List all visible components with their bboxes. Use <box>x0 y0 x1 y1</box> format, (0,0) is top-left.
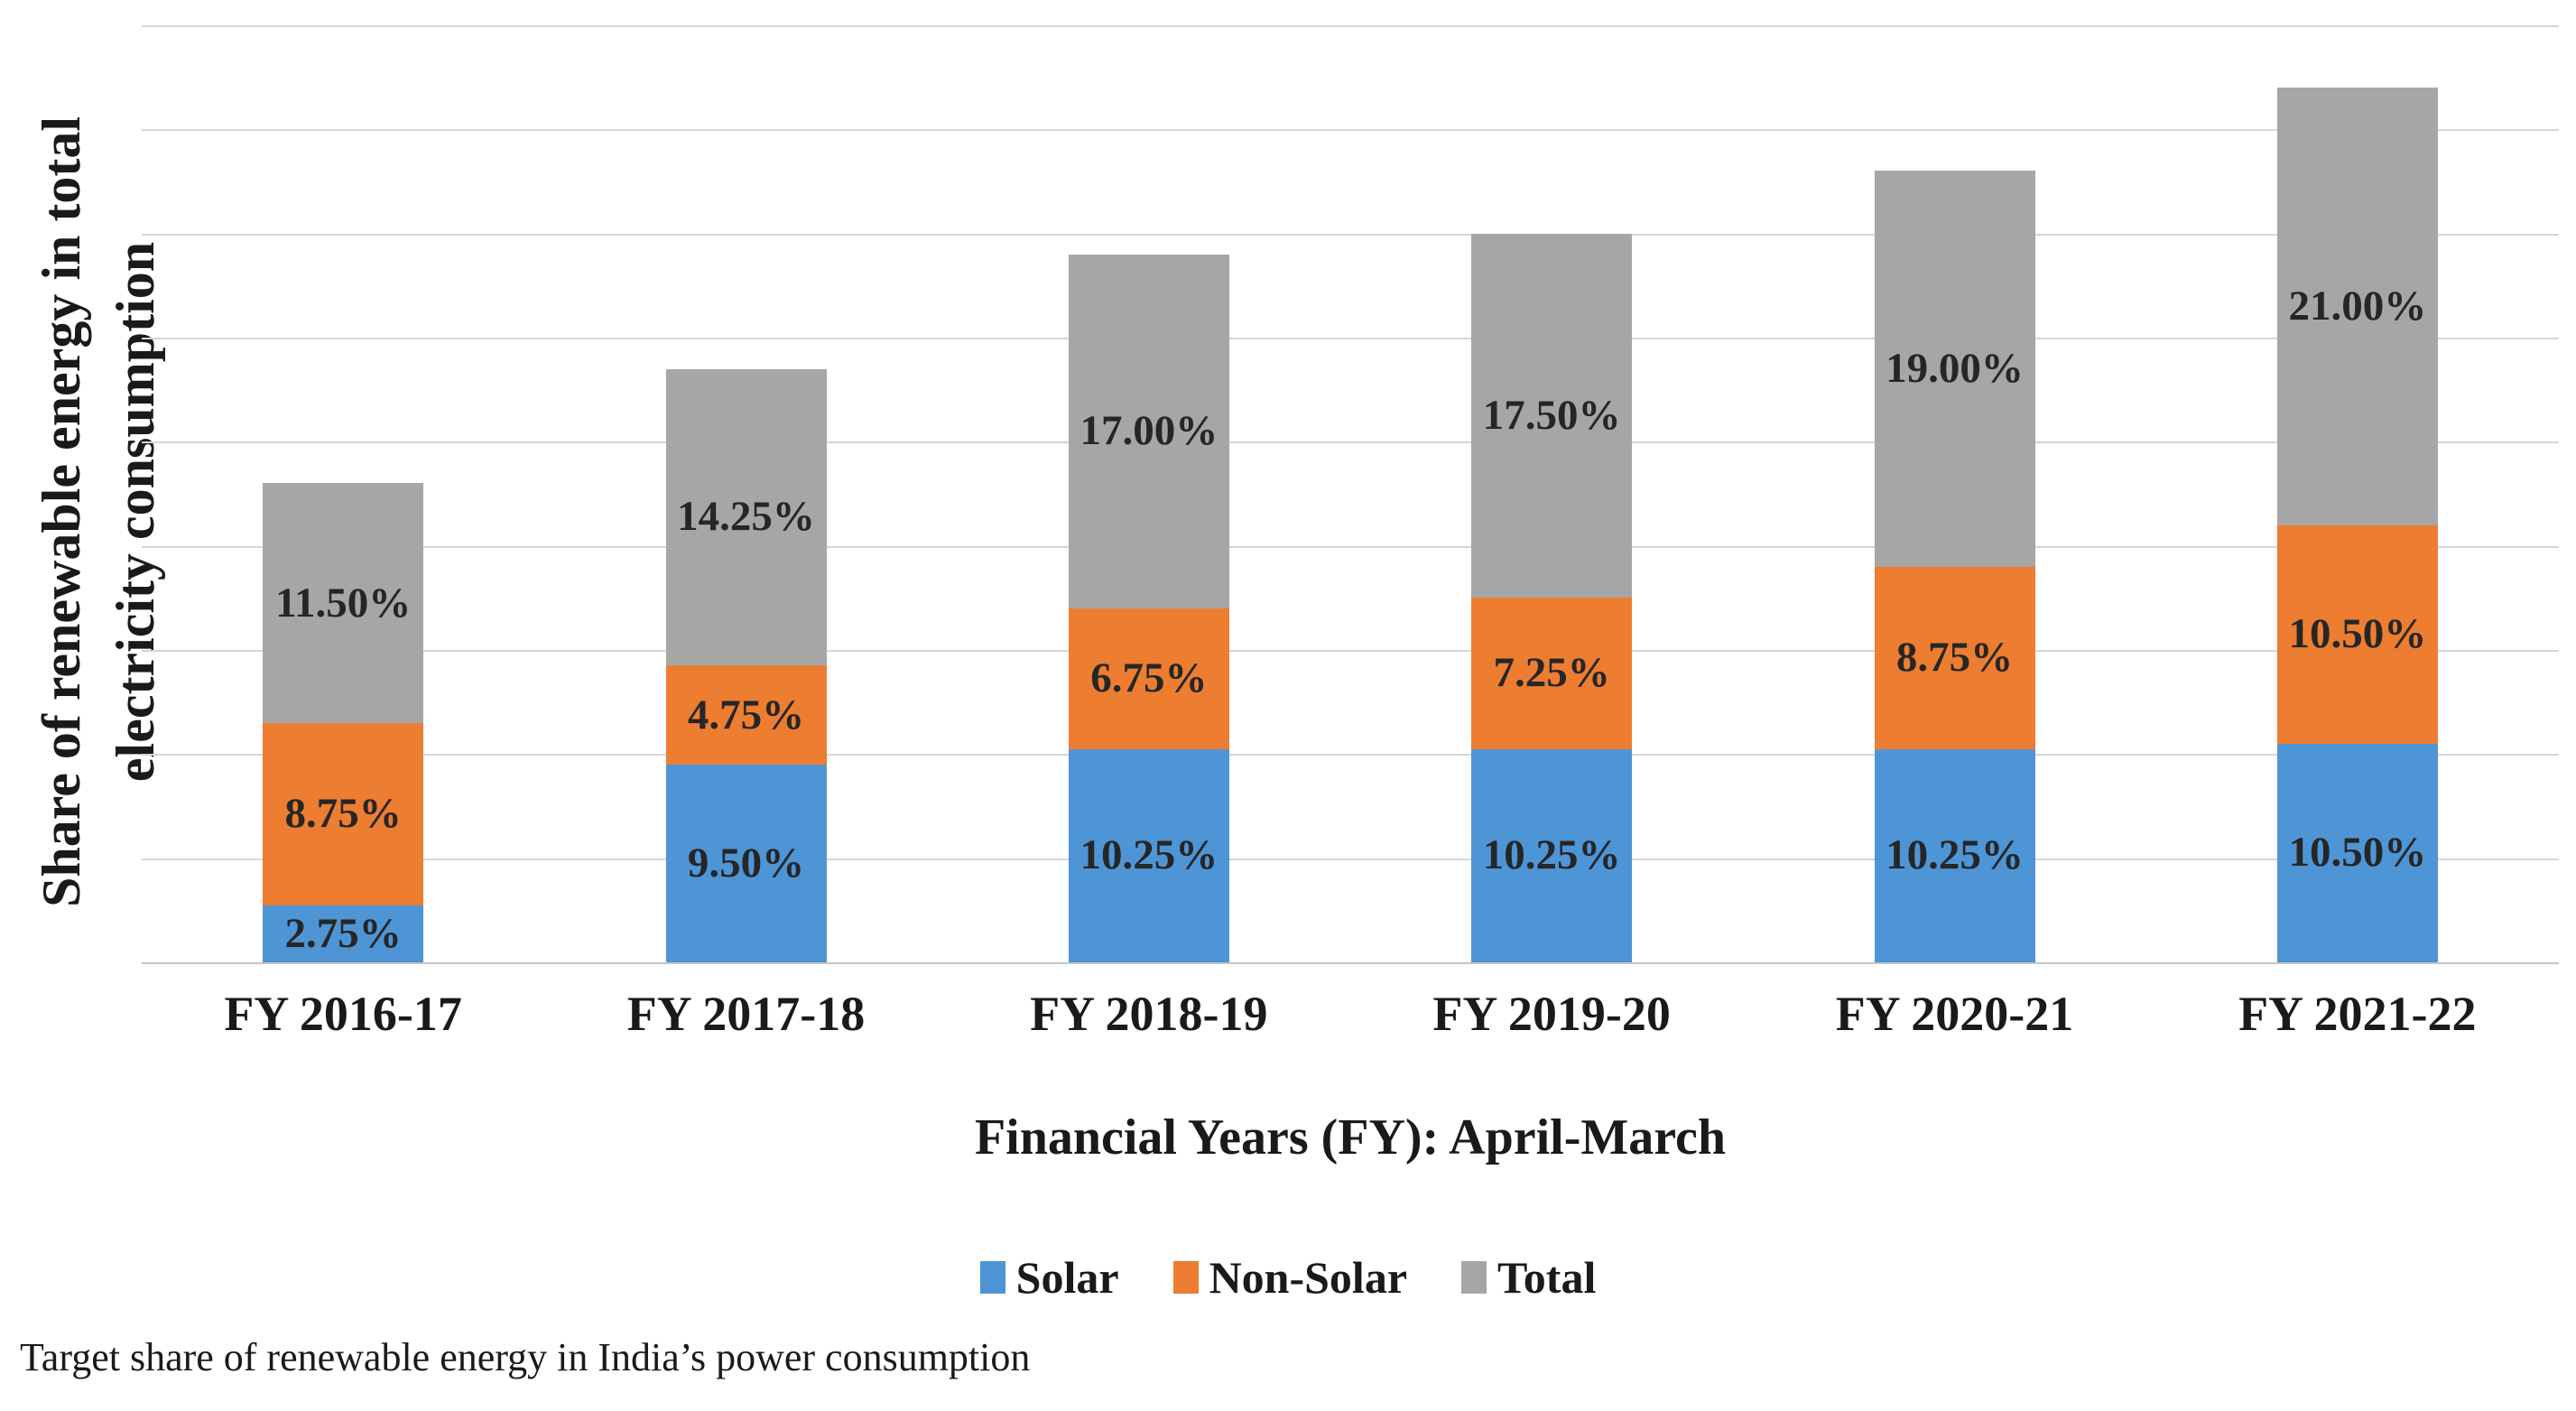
segment-solar: 2.75% <box>263 905 424 962</box>
segment-total: 17.50% <box>1471 233 1633 599</box>
segment-value-label: 11.50% <box>275 579 412 627</box>
gridline <box>142 25 2559 27</box>
segment-value-label: 4.75% <box>687 691 805 738</box>
segment-non-solar: 4.75% <box>665 665 827 765</box>
segment-non-solar: 10.50% <box>2276 524 2438 744</box>
segment-total: 21.00% <box>2276 88 2438 525</box>
gridline <box>142 338 2559 339</box>
gridline <box>142 545 2559 548</box>
segment-value-label: 7.25% <box>1493 649 1610 697</box>
y-axis-title-line1: Share of renewable energy in total <box>32 116 91 908</box>
plot-area: 2.75% 8.75% 11.50% 9.50% 4.75% 14.25% 10.25% 6.… <box>142 25 2559 964</box>
x-axis-tick-labels: FY 2016-17 FY 2017-18 FY 2018-19 FY 2019-20… <box>142 986 2559 1042</box>
segment-value-label: 10.50% <box>2288 610 2427 658</box>
segment-total: 14.25% <box>665 368 827 666</box>
segment-value-label: 2.75% <box>284 909 402 957</box>
segment-non-solar: 8.75% <box>1874 566 2035 749</box>
gridline <box>142 441 2559 444</box>
segment-value-label: 10.25% <box>1080 831 1219 879</box>
segment-total: 17.00% <box>1068 254 1229 608</box>
legend-swatch-icon <box>1461 1261 1487 1294</box>
gridline <box>142 858 2559 860</box>
legend-label: Solar <box>1015 1252 1119 1303</box>
segment-value-label: 8.75% <box>284 790 402 838</box>
segment-solar: 9.50% <box>665 764 827 962</box>
x-tick-label: FY 2019-20 <box>1432 987 1671 1041</box>
segment-solar: 10.25% <box>1874 748 2035 962</box>
segment-value-label: 21.00% <box>2288 282 2427 330</box>
bar-fy-2016-17: 2.75% 8.75% 11.50% <box>263 483 424 962</box>
gridline <box>142 754 2559 757</box>
x-tick-label: FY 2016-17 <box>224 987 462 1041</box>
legend-item-total: Total <box>1461 1251 1596 1304</box>
segment-total: 19.00% <box>1874 171 2035 567</box>
x-tick-label: FY 2018-19 <box>1030 987 1268 1041</box>
x-axis-title: Financial Years (FY): April-March <box>974 1109 1727 1165</box>
segment-non-solar: 8.75% <box>263 722 424 905</box>
segment-solar: 10.25% <box>1068 748 1229 962</box>
legend-swatch-icon <box>1172 1261 1199 1294</box>
segment-value-label: 10.25% <box>1482 831 1621 879</box>
legend-label: Non-Solar <box>1209 1252 1408 1303</box>
x-tick-label: FY 2017-18 <box>626 987 866 1041</box>
segment-value-label: 14.25% <box>677 493 815 541</box>
segment-non-solar: 6.75% <box>1068 608 1229 749</box>
x-tick-label: FY 2020-21 <box>1835 987 2074 1041</box>
segment-solar: 10.50% <box>2276 743 2438 962</box>
segment-value-label: 10.25% <box>1886 831 2024 879</box>
bar-fy-2020-21: 10.25% 8.75% 19.00% <box>1874 171 2035 962</box>
x-axis-line <box>142 962 2559 964</box>
segment-non-solar: 7.25% <box>1471 598 1633 749</box>
segment-value-label: 8.75% <box>1895 634 2014 682</box>
bar-fy-2021-22: 10.50% 10.50% 21.00% <box>2276 88 2438 962</box>
legend: Solar Non-Solar Total <box>0 1251 2576 1304</box>
bar-fy-2018-19: 10.25% 6.75% 17.00% <box>1068 254 1229 962</box>
legend-item-non-solar: Non-Solar <box>1172 1251 1408 1304</box>
segment-value-label: 9.50% <box>687 839 805 887</box>
x-tick-label: FY 2021-22 <box>2238 987 2477 1041</box>
caption: Target share of renewable energy in Indi… <box>20 1335 1031 1379</box>
segment-value-label: 17.00% <box>1080 407 1219 455</box>
bar-fy-2017-18: 9.50% 4.75% 14.25% <box>665 368 827 962</box>
segment-solar: 10.25% <box>1471 748 1633 962</box>
segment-value-label: 10.50% <box>2288 829 2427 877</box>
segment-value-label: 19.00% <box>1886 345 2024 393</box>
gridline <box>142 650 2559 652</box>
segment-value-label: 17.50% <box>1482 392 1621 440</box>
gridline <box>142 129 2559 132</box>
legend-swatch-icon <box>979 1261 1005 1294</box>
legend-label: Total <box>1497 1252 1597 1303</box>
segment-total: 11.50% <box>263 483 424 723</box>
gridline <box>142 233 2559 236</box>
segment-value-label: 6.75% <box>1090 654 1208 702</box>
bar-fy-2019-20: 10.25% 7.25% 17.50% <box>1471 233 1633 962</box>
legend-item-solar: Solar <box>979 1251 1119 1304</box>
